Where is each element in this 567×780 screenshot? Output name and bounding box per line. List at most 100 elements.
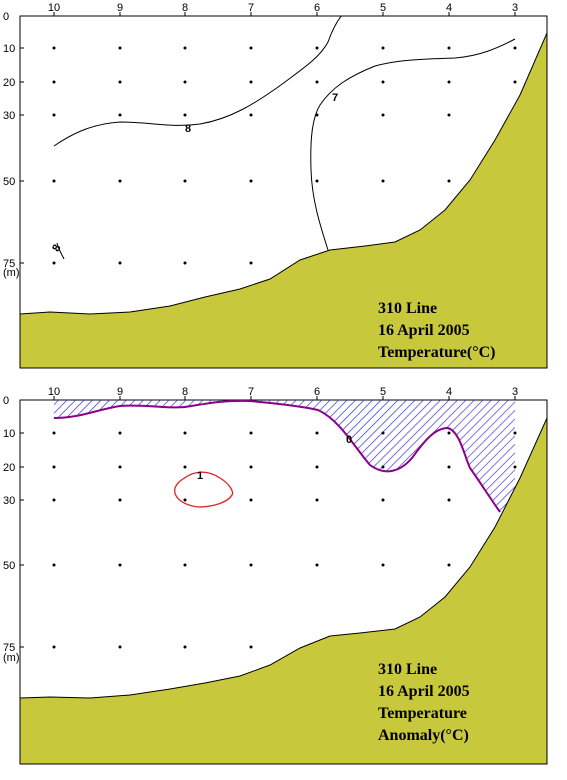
bot-station-point: [183, 563, 187, 567]
bot-station-point: [118, 498, 122, 502]
top-station-point: [118, 113, 122, 117]
bot-x-tick-label: 10: [48, 386, 60, 398]
bottom-y-ticks: 0 10 20 30 50 75: [3, 395, 24, 654]
bot-station-point: [52, 563, 56, 567]
bot-station-point: [315, 431, 319, 435]
bottom-station-grid: [52, 431, 517, 649]
bot-station-point: [315, 465, 319, 469]
bottom-contour-label-0: 0: [346, 434, 352, 446]
top-x-tick-label: 7: [248, 2, 254, 14]
bot-station-point: [315, 498, 319, 502]
bot-station-point: [249, 465, 253, 469]
top-x-tick-label: 3: [512, 2, 518, 14]
top-station-point: [447, 80, 451, 84]
top-y-ticks: 0 10 20 30 50 75: [3, 11, 24, 270]
top-y-tick-label: 0: [3, 11, 9, 23]
top-station-point: [52, 46, 56, 50]
bot-station-point: [118, 465, 122, 469]
top-station-point: [249, 46, 253, 50]
top-contour-8-small: [56, 242, 65, 260]
top-x-tick-label: 9: [117, 2, 123, 14]
top-station-point: [381, 46, 385, 50]
top-station-point: [315, 179, 319, 183]
top-station-point: [52, 179, 56, 183]
bot-station-point: [183, 645, 187, 649]
top-x-tick-label: 10: [48, 2, 60, 14]
top-station-point: [183, 179, 187, 183]
top-y-tick-label: 20: [3, 77, 15, 89]
bot-station-point: [249, 431, 253, 435]
bottom-info-line-2: 16 April 2005: [378, 683, 470, 700]
top-station-point: [249, 261, 253, 265]
top-station-point: [118, 80, 122, 84]
bot-x-tick-label: 6: [314, 386, 320, 398]
bot-station-point: [118, 431, 122, 435]
top-station-point: [118, 179, 122, 183]
top-station-point: [183, 80, 187, 84]
bot-station-point: [52, 431, 56, 435]
bot-station-point: [249, 563, 253, 567]
top-station-point: [52, 80, 56, 84]
bot-y-tick-label: 0: [3, 395, 9, 407]
top-y-tick-label: 75: [3, 258, 15, 270]
bot-station-point: [52, 498, 56, 502]
top-y-tick-label: 50: [3, 176, 15, 188]
bot-x-tick-label: 3: [512, 386, 518, 398]
top-info-line-1: 310 Line: [378, 300, 437, 317]
bot-station-point: [513, 431, 517, 435]
top-x-tick-label: 4: [446, 2, 452, 14]
bottom-contour-0: [53, 400, 501, 513]
bot-station-point: [183, 431, 187, 435]
bot-station-point: [315, 563, 319, 567]
bot-station-point: [52, 645, 56, 649]
top-x-tick-label: 8: [182, 2, 188, 14]
top-station-point: [118, 261, 122, 265]
top-station-point: [52, 113, 56, 117]
bot-y-tick-label: 50: [3, 560, 15, 572]
bot-y-tick-label: 10: [3, 428, 15, 440]
bot-station-point: [118, 645, 122, 649]
bottom-info-line-3: Temperature: [378, 705, 467, 722]
top-x-tick-label: 6: [314, 2, 320, 14]
bot-station-point: [447, 563, 451, 567]
top-station-point: [315, 46, 319, 50]
top-y-tick-label: 10: [3, 43, 15, 55]
top-station-point: [183, 261, 187, 265]
top-info-line-3: Temperature(°C): [378, 344, 495, 361]
bot-x-tick-label: 5: [380, 386, 386, 398]
top-station-grid: [52, 46, 517, 265]
bot-station-point: [249, 645, 253, 649]
bot-station-point: [381, 498, 385, 502]
top-station-point: [315, 80, 319, 84]
bot-x-tick-label: 7: [248, 386, 254, 398]
top-station-point: [52, 261, 56, 265]
bottom-panel: 0 1 10 9 8 7 6 5 4 3 0 10 20 30 50 75 (m) 310 Line 1…: [3, 386, 548, 765]
bottom-contour-1: [174, 471, 234, 508]
bot-station-point: [249, 498, 253, 502]
top-panel: 8 7 8 10 9 8 7 6 5 4 3 0 10 20 30 50 75 (m) 310 Line…: [3, 2, 548, 369]
top-station-point: [249, 179, 253, 183]
bot-station-point: [513, 465, 517, 469]
top-y-tick-label: 30: [3, 110, 15, 122]
bot-y-tick-label: 75: [3, 642, 15, 654]
top-station-point: [381, 113, 385, 117]
bottom-contour-label-1: 1: [197, 470, 203, 482]
top-contour-7: [310, 38, 516, 251]
bot-station-point: [118, 563, 122, 567]
bot-station-point: [183, 465, 187, 469]
top-station-point: [315, 113, 319, 117]
bot-x-tick-label: 8: [182, 386, 188, 398]
top-y-unit: (m): [3, 267, 20, 279]
bottom-y-unit: (m): [3, 652, 20, 664]
top-station-point: [118, 46, 122, 50]
top-station-point: [447, 113, 451, 117]
top-station-point: [447, 179, 451, 183]
top-seabed: [20, 32, 547, 368]
bottom-negative-hatch: [54, 400, 515, 512]
bot-station-point: [447, 498, 451, 502]
top-station-point: [249, 113, 253, 117]
top-station-point: [381, 179, 385, 183]
top-x-ticks: 10 9 8 7 6 5 4 3: [48, 2, 518, 16]
top-x-tick-label: 5: [380, 2, 386, 14]
